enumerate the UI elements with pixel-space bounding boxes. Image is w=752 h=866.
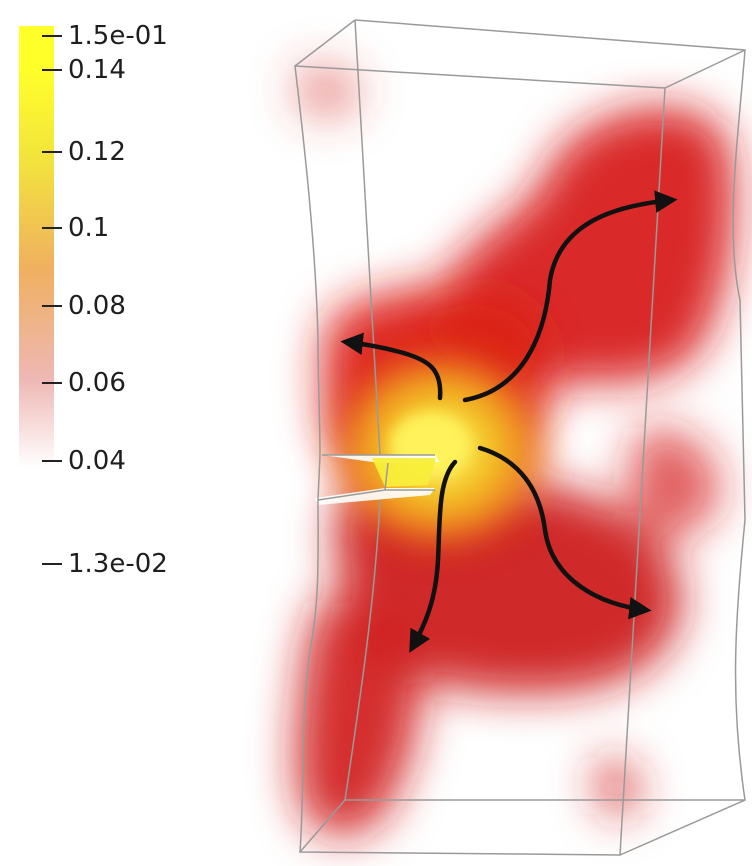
arrow-up-right	[462, 190, 678, 403]
box-edge-top-right	[664, 49, 746, 89]
box-edge-top-left	[294, 19, 356, 67]
arrows	[340, 190, 678, 653]
arrow-down-left	[409, 459, 458, 653]
tick-mark	[42, 227, 62, 229]
tick-mark	[42, 460, 62, 462]
tick-mark	[42, 35, 62, 37]
colorbar-gradient	[19, 26, 54, 468]
colorbar-legend: 1.5e-01 0.14 0.12 0.1 0.08 0.06 0.04 1.3…	[0, 0, 230, 600]
box-back-face	[354, 19, 746, 856]
tick-label: 0.08	[68, 291, 126, 321]
arrow-up-left	[340, 332, 443, 401]
tick-label: 0.06	[68, 368, 126, 398]
tick-label: 0.12	[68, 137, 126, 167]
tick-mark	[42, 382, 62, 384]
field-blob-top-left-small	[295, 66, 360, 117]
box-edge-back-lower	[299, 499, 381, 853]
tick-label: 1.3e-02	[68, 549, 168, 579]
tick-mark	[42, 69, 62, 71]
field-blob-bottom-right-small	[595, 757, 640, 816]
tick-label: 0.1	[68, 213, 110, 243]
tick-label: 1.5e-01	[68, 21, 168, 51]
field-blob-right-mid	[628, 428, 720, 536]
bounding-box-outline	[294, 19, 746, 856]
box-front-face	[294, 65, 666, 856]
arrow-down-right	[477, 445, 652, 620]
notch-lower-face	[315, 488, 435, 505]
tick-mark	[42, 151, 62, 153]
notch	[315, 454, 440, 505]
tick-label: 0.04	[68, 446, 126, 476]
notch-outline	[317, 454, 435, 501]
box-edge-back-inner	[354, 19, 381, 456]
field-blob-lower-left	[295, 600, 420, 836]
tick-mark	[42, 305, 62, 307]
tick-mark	[42, 563, 62, 565]
tick-label: 0.14	[68, 55, 126, 85]
